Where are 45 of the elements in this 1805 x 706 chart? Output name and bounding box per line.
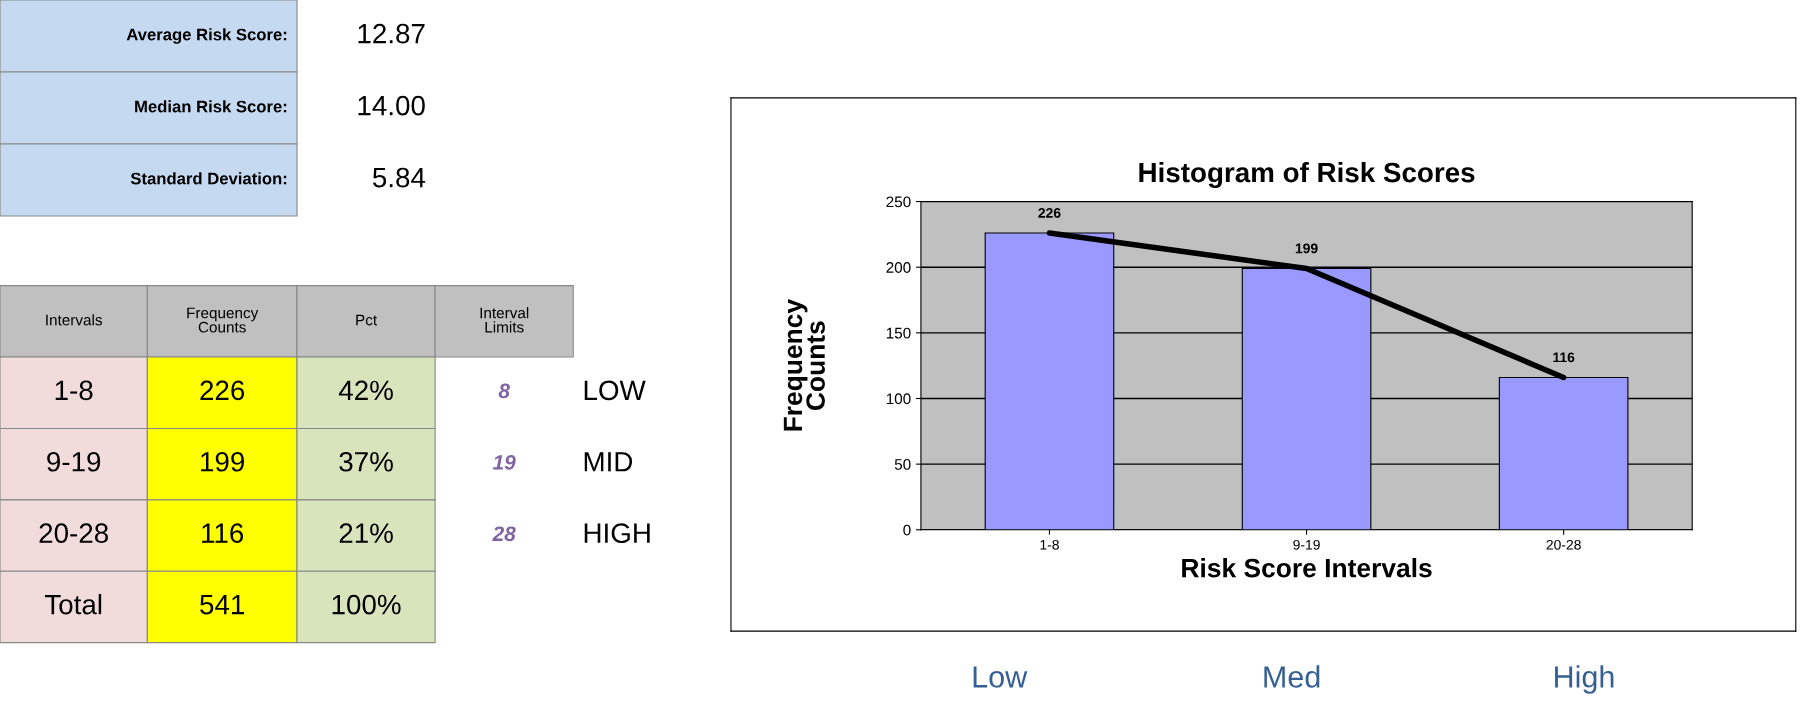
text: LOW (584, 380, 646, 401)
text: 5.84 (372, 167, 426, 188)
text: HIGH (584, 523, 650, 543)
text: 9-19 (47, 451, 101, 472)
text: Standard Deviation: (130, 172, 287, 185)
text: 100% (332, 594, 401, 615)
text: Low (973, 666, 1028, 688)
chart-title: Histogram of Risk Scores (1139, 161, 1475, 188)
text: Median Risk Score: (135, 100, 287, 113)
y-tick-label: 200 (886, 262, 911, 273)
data-label: 199 (1295, 243, 1318, 254)
text: MID (584, 452, 633, 472)
text: 1-8 (55, 380, 93, 401)
data-label: 226 (1038, 207, 1061, 218)
text: Intervals (46, 314, 102, 326)
text: Average Risk Score: (126, 28, 287, 44)
text: 37% (339, 451, 393, 472)
data-label: 116 (1553, 352, 1575, 363)
text: 14.00 (358, 95, 425, 116)
text: 8 (498, 383, 510, 399)
y-tick-label: 100 (886, 393, 911, 405)
text: 541 (200, 595, 244, 615)
x-axis-title: Risk Score Intervals (1182, 558, 1432, 578)
text: Med (1264, 665, 1320, 688)
x-tick-label: 20-28 (1546, 539, 1581, 550)
text: 21% (339, 523, 393, 543)
text: 19 (492, 454, 516, 470)
text: 28 (492, 526, 516, 542)
y-tick-label: 250 (886, 196, 911, 208)
x-tick-label: 1-8 (1040, 539, 1059, 550)
y-axis-title: Frequency Counts (783, 299, 825, 431)
y-tick-label: 0 (903, 524, 911, 536)
text: 116 (202, 523, 244, 543)
y-tick-label: 50 (894, 459, 911, 470)
text: Frequency Counts (187, 307, 259, 333)
text: Total (44, 594, 102, 615)
text: 226 (200, 380, 245, 401)
text: 12.87 (358, 23, 425, 44)
text: 42% (338, 380, 393, 401)
text: Pct (356, 314, 377, 326)
text: Interval Limits (480, 307, 529, 333)
text: 199 (201, 451, 245, 472)
text: High (1555, 665, 1614, 694)
x-tick-label: 9-19 (1293, 539, 1320, 550)
y-tick-label: 150 (886, 327, 911, 339)
